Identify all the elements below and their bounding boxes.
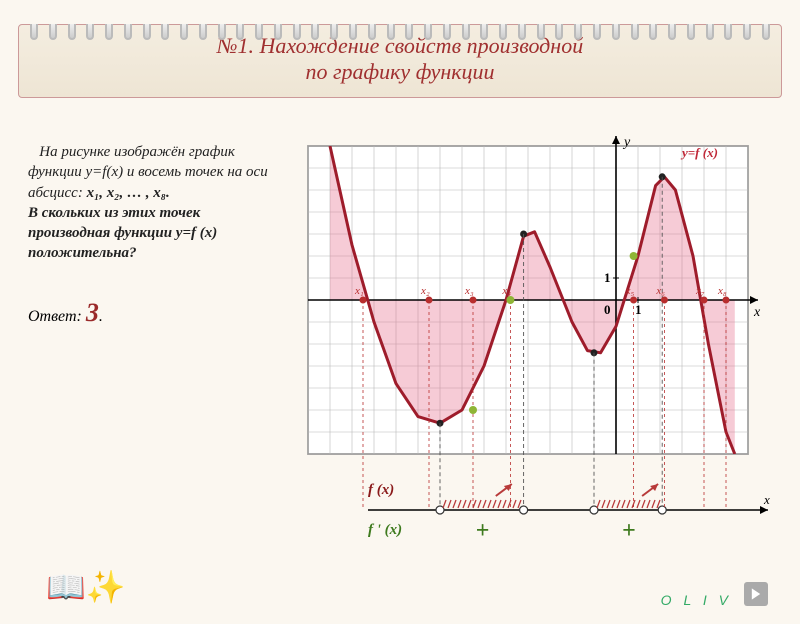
footer-letters: O L I V bbox=[661, 592, 732, 608]
content-area: На рисунке изображён график функции y=f(… bbox=[28, 142, 782, 612]
svg-text:1: 1 bbox=[604, 270, 611, 285]
svg-text:x₅: x₅ bbox=[625, 285, 635, 297]
svg-text:x₄: x₄ bbox=[501, 285, 511, 297]
svg-text:x₆: x₆ bbox=[655, 285, 665, 297]
svg-text:y: y bbox=[622, 136, 631, 150]
chart-container: x y 0 1 1 y=f (x) x f (x) f ' (x) + + x₁ x₂ x₃ x₄ x₅ x₆ x… bbox=[298, 136, 798, 601]
svg-text:x₈: x₈ bbox=[717, 285, 727, 297]
svg-text:f (x): f (x) bbox=[368, 482, 394, 498]
svg-text:x₁: x₁ bbox=[354, 285, 364, 297]
answer-value: 3 bbox=[86, 298, 99, 327]
problem-text: На рисунке изображён график функции y=f(… bbox=[28, 142, 278, 264]
svg-text:x: x bbox=[763, 492, 770, 507]
svg-text:+: + bbox=[476, 518, 490, 544]
svg-text:x₇: x₇ bbox=[695, 285, 705, 297]
svg-text:+: + bbox=[622, 518, 636, 544]
spiral-binding bbox=[30, 24, 770, 44]
svg-text:0: 0 bbox=[604, 302, 611, 317]
next-button[interactable] bbox=[744, 582, 768, 606]
svg-text:f ' (x): f ' (x) bbox=[368, 522, 402, 538]
svg-text:x: x bbox=[753, 305, 761, 320]
book-icon: 📖✨ bbox=[46, 568, 126, 606]
answer-label: Ответ: bbox=[28, 308, 86, 325]
play-icon bbox=[749, 587, 763, 601]
svg-text:x₃: x₃ bbox=[464, 285, 474, 297]
answer-suffix: . bbox=[99, 308, 103, 325]
svg-text:x₂: x₂ bbox=[420, 285, 430, 297]
svg-text:1: 1 bbox=[635, 302, 642, 317]
function-chart: x y 0 1 1 y=f (x) x f (x) f ' (x) + + x₁ x₂ x₃ x₄ x₅ x₆ x… bbox=[298, 136, 798, 596]
title-line-2: по графику функции bbox=[305, 59, 494, 84]
prompt-points: x₁, x₂, … , x₈. bbox=[87, 185, 170, 201]
prompt-question: В скольких из этих точек производная фун… bbox=[28, 205, 217, 262]
svg-text:y=f (x): y=f (x) bbox=[680, 145, 718, 160]
